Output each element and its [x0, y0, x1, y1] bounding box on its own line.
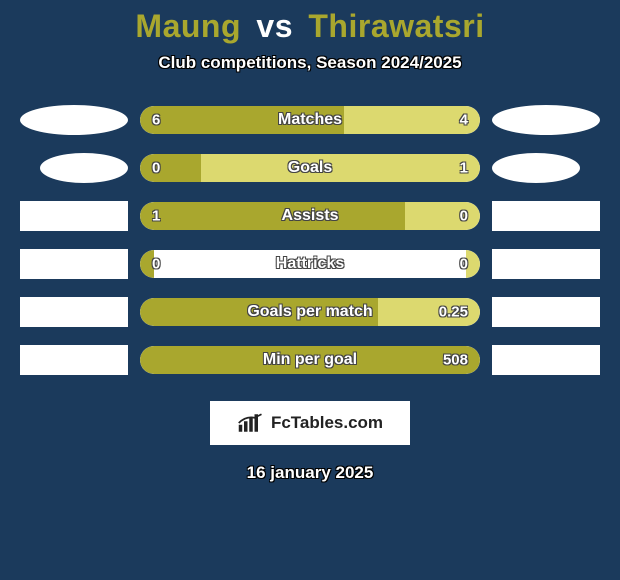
bar-fill-left — [140, 154, 201, 182]
brand-text: FcTables.com — [271, 413, 383, 433]
stat-row: 0 1 Goals — [20, 153, 600, 183]
player1-name: Maung — [135, 8, 241, 44]
stat-value-left: 0 — [152, 160, 160, 177]
brand-badge[interactable]: FcTables.com — [210, 401, 410, 445]
stat-value-right: 4 — [460, 112, 468, 129]
bar-fill-right — [405, 202, 480, 230]
bar-fill-left — [140, 202, 405, 230]
stat-row: 1 0 Assists — [20, 201, 600, 231]
stat-label: Min per goal — [263, 351, 357, 369]
spacer — [492, 249, 600, 279]
spacer — [492, 297, 600, 327]
subtitle: Club competitions, Season 2024/2025 — [158, 53, 461, 73]
stat-value-left: 6 — [152, 112, 160, 129]
spacer — [20, 201, 128, 231]
spacer — [20, 297, 128, 327]
vs-text: vs — [256, 8, 293, 44]
stat-row: 0 0 Hattricks — [20, 249, 600, 279]
comparison-card: Maung vs Thirawatsri Club competitions, … — [0, 0, 620, 580]
bar-fill-right — [201, 154, 480, 182]
stat-value-left: 0 — [152, 256, 160, 273]
stat-row: 0.25 Goals per match — [20, 297, 600, 327]
player1-logo-oval — [40, 153, 128, 183]
stat-label: Goals — [288, 159, 332, 177]
stat-bar: 6 4 Matches — [140, 106, 480, 134]
stat-value-right: 0 — [460, 256, 468, 273]
stat-label: Goals per match — [247, 303, 372, 321]
page-title: Maung vs Thirawatsri — [135, 8, 484, 45]
stat-value-right: 0.25 — [439, 304, 468, 321]
stat-rows-container: 6 4 Matches 0 1 Goals 1 0 Assists 0 0 Hattricks 0.25… — [20, 105, 600, 393]
stat-bar: 0.25 Goals per match — [140, 298, 480, 326]
stat-label: Matches — [278, 111, 342, 129]
stat-row: 508 Min per goal — [20, 345, 600, 375]
spacer — [20, 345, 128, 375]
stat-value-left: 1 — [152, 208, 160, 225]
chart-icon — [237, 412, 265, 434]
stat-value-right: 0 — [460, 208, 468, 225]
stat-value-right: 508 — [443, 352, 468, 369]
stat-value-right: 1 — [460, 160, 468, 177]
spacer — [20, 249, 128, 279]
date-text: 16 january 2025 — [247, 463, 374, 483]
stat-bar: 508 Min per goal — [140, 346, 480, 374]
stat-bar: 0 1 Goals — [140, 154, 480, 182]
stat-bar: 0 0 Hattricks — [140, 250, 480, 278]
player2-name: Thirawatsri — [308, 8, 484, 44]
stat-bar: 1 0 Assists — [140, 202, 480, 230]
bar-fill-right — [466, 250, 480, 278]
player2-logo-oval — [492, 153, 580, 183]
player2-logo-oval — [492, 105, 600, 135]
player1-logo-oval — [20, 105, 128, 135]
spacer — [492, 201, 600, 231]
stat-row: 6 4 Matches — [20, 105, 600, 135]
stat-label: Hattricks — [276, 255, 344, 273]
spacer — [492, 345, 600, 375]
stat-label: Assists — [282, 207, 339, 225]
